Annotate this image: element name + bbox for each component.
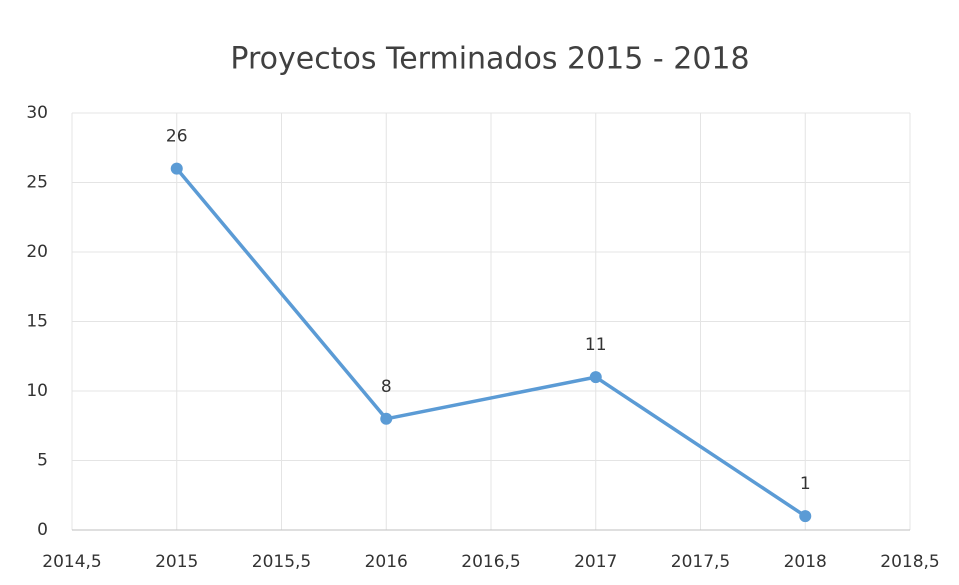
y-tick-label: 0 xyxy=(37,520,48,540)
x-tick-label: 2017 xyxy=(574,552,617,572)
y-tick-label: 20 xyxy=(26,242,48,262)
marker xyxy=(799,510,812,523)
line xyxy=(175,167,807,518)
marker xyxy=(380,412,393,425)
x-tick-label: 2016 xyxy=(365,552,408,572)
marker xyxy=(170,162,183,175)
chart-title: Proyectos Terminados 2015 - 2018 xyxy=(230,42,749,77)
x-tick-label: 2014,5 xyxy=(42,552,101,572)
x-tick-label: 2016,5 xyxy=(461,552,520,572)
y-tick-label: 10 xyxy=(26,381,48,401)
data-label: 26 xyxy=(166,127,188,147)
x-tick-label: 2017,5 xyxy=(671,552,730,572)
x-tick-label: 2015 xyxy=(155,552,198,572)
x-tick-label: 2018 xyxy=(784,552,827,572)
x-tick-label: 2015,5 xyxy=(252,552,311,572)
data-label: 1 xyxy=(800,474,811,494)
y-tick-label: 30 xyxy=(26,103,48,123)
y-tick-label: 15 xyxy=(26,312,48,332)
x-tick-label: 2018,5 xyxy=(880,552,939,572)
data-label: 11 xyxy=(585,335,607,355)
marker xyxy=(589,371,602,384)
data-label: 8 xyxy=(381,377,392,397)
y-tick-label: 5 xyxy=(37,451,48,471)
y-tick-label: 25 xyxy=(26,173,48,193)
